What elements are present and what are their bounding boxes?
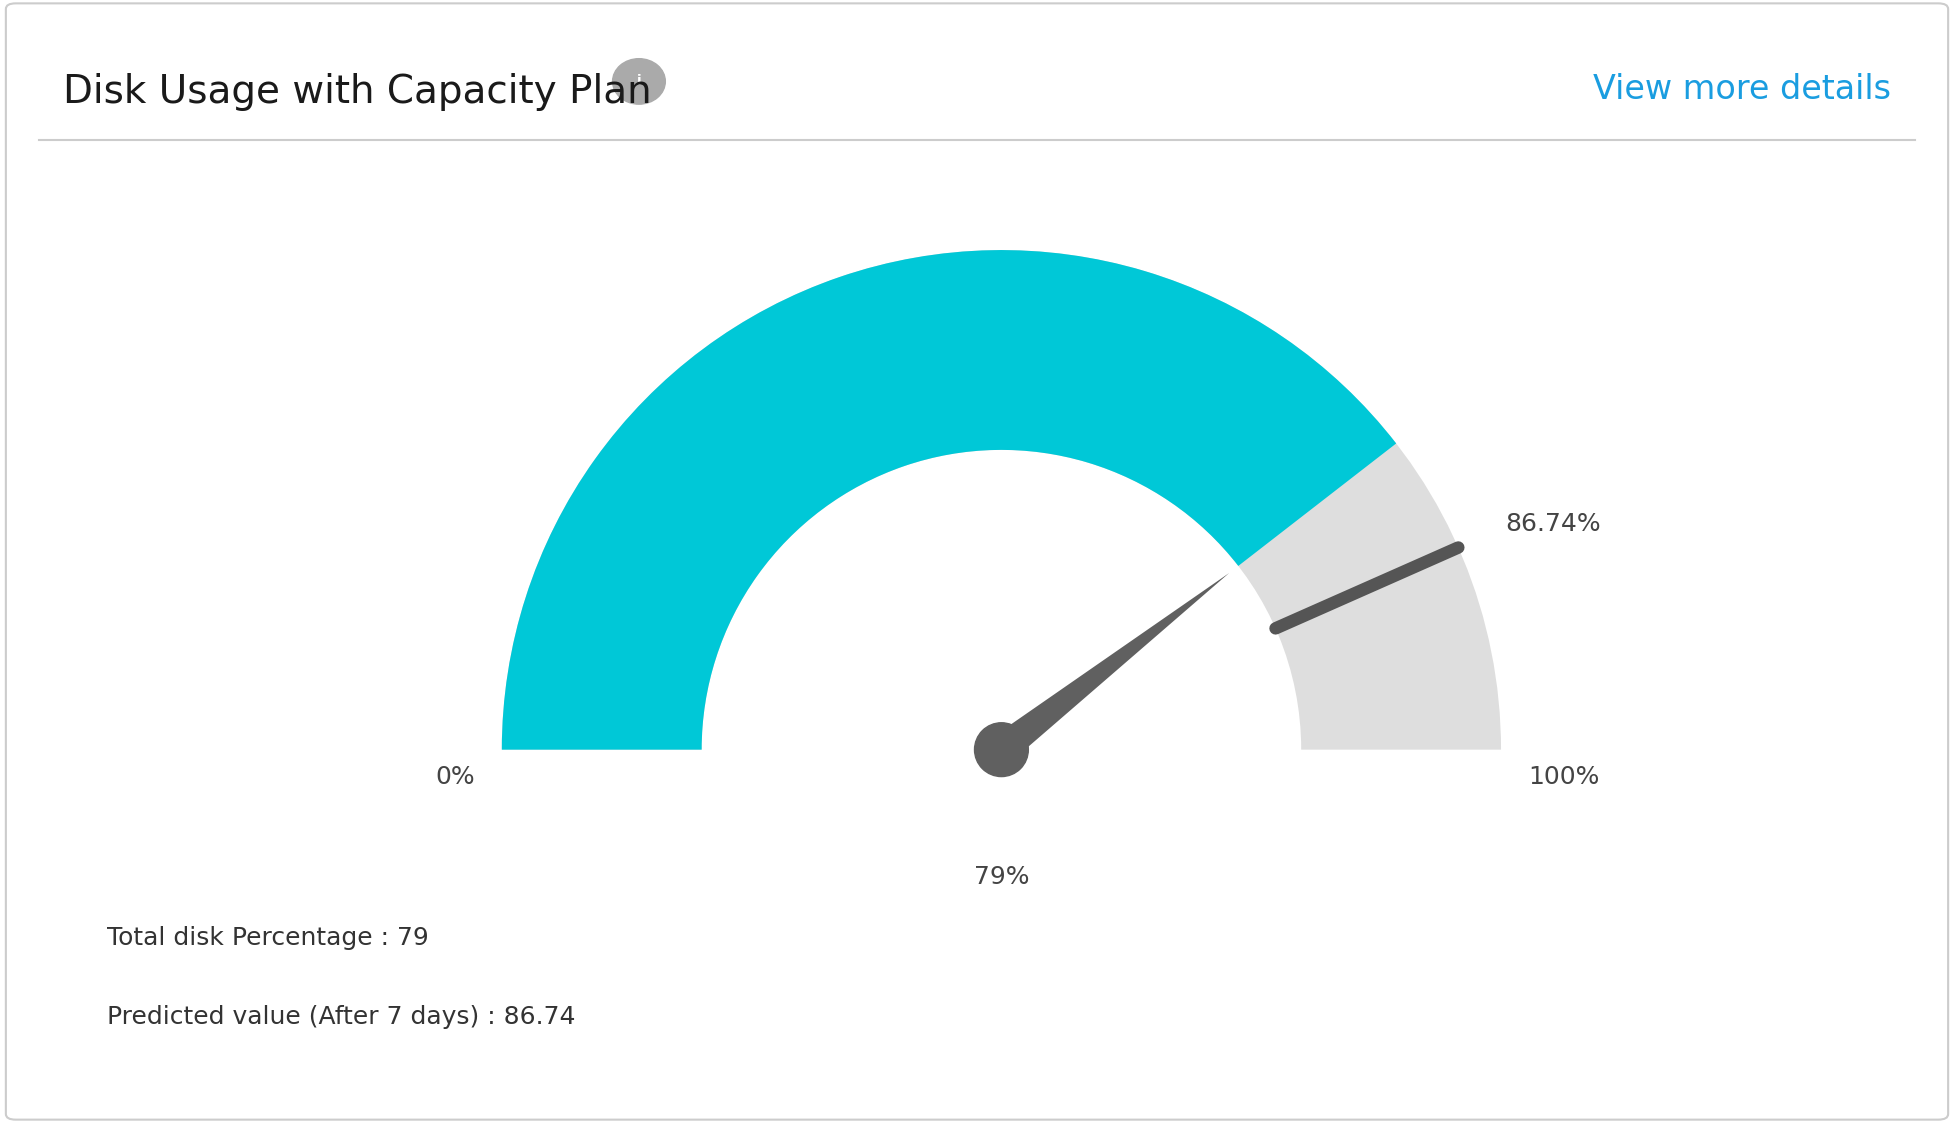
Text: Predicted value (After 7 days) : 86.74: Predicted value (After 7 days) : 86.74 xyxy=(107,1005,576,1029)
Wedge shape xyxy=(502,250,1501,750)
Text: 86.74%: 86.74% xyxy=(1505,512,1600,537)
Wedge shape xyxy=(502,250,1397,750)
Text: 0%: 0% xyxy=(436,765,475,788)
Text: View more details: View more details xyxy=(1593,73,1891,106)
Circle shape xyxy=(975,723,1028,777)
Text: Total disk Percentage : 79: Total disk Percentage : 79 xyxy=(107,926,430,950)
Text: 79%: 79% xyxy=(973,865,1030,889)
Polygon shape xyxy=(993,573,1229,761)
Text: i: i xyxy=(637,74,641,89)
Text: Disk Usage with Capacity Plan: Disk Usage with Capacity Plan xyxy=(63,73,651,111)
Text: 100%: 100% xyxy=(1528,765,1598,788)
Circle shape xyxy=(614,58,664,104)
